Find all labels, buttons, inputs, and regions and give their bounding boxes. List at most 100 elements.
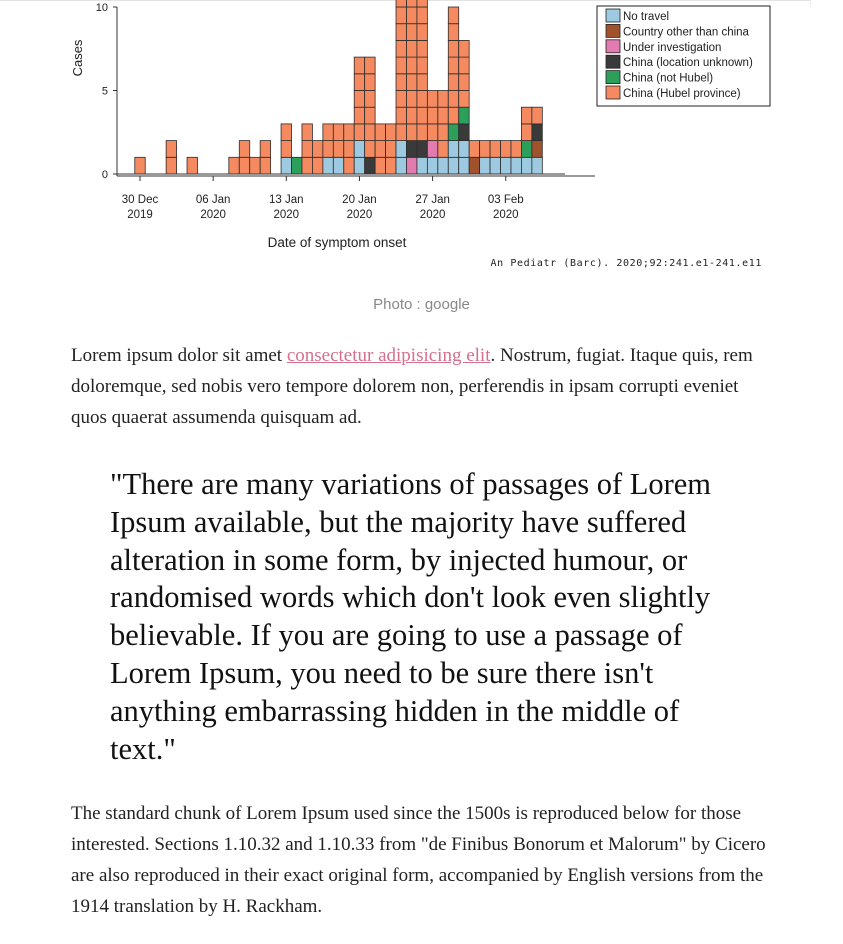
scrollbar-stub[interactable] bbox=[810, 0, 843, 7]
bar-segment bbox=[238, 156, 251, 175]
bar-segment bbox=[406, 0, 418, 8]
bar-segment bbox=[416, 140, 428, 158]
bar-segment bbox=[468, 156, 481, 175]
bar-segment bbox=[385, 140, 397, 158]
bar-segment bbox=[458, 40, 470, 58]
bar-segment bbox=[447, 40, 460, 58]
intro-paragraph: Lorem ipsum dolor sit amet consectetur a… bbox=[71, 340, 776, 433]
bar-segment bbox=[280, 140, 292, 158]
bar-segment bbox=[395, 123, 407, 142]
bar-segment bbox=[521, 123, 533, 142]
bar-segment bbox=[406, 106, 418, 125]
ticks-layer: 0 5 10 30 Dec 2019 06 Jan 2020 13 Jan 2020 20 Jan… bbox=[96, 2, 524, 221]
bar-segment bbox=[416, 0, 428, 8]
bar-segment bbox=[343, 156, 355, 175]
bar-segment bbox=[416, 6, 428, 25]
bar-segment bbox=[395, 156, 407, 175]
bar-segment bbox=[280, 123, 292, 142]
bar-segment bbox=[447, 140, 460, 158]
legend-label: China (Hubel province) bbox=[623, 88, 741, 100]
bar-segment bbox=[374, 123, 386, 142]
bar-segment bbox=[332, 140, 345, 158]
bar-segment bbox=[521, 156, 533, 175]
bar-segment bbox=[531, 123, 543, 142]
bar-segment bbox=[332, 156, 345, 175]
bar-segment bbox=[406, 156, 418, 175]
bar-segment bbox=[468, 140, 481, 158]
bar-segment bbox=[437, 90, 449, 108]
bar-segment bbox=[238, 140, 251, 158]
intro-link[interactable]: consectetur adipisicing elit bbox=[286, 345, 491, 366]
bar-segment bbox=[521, 140, 533, 158]
bar-segment bbox=[353, 90, 366, 108]
bar-segment bbox=[374, 140, 386, 158]
bar-segment bbox=[406, 40, 418, 58]
bar-segment bbox=[458, 56, 470, 75]
bar-segment bbox=[458, 123, 470, 142]
bar-segment bbox=[500, 156, 512, 175]
bar-segment bbox=[458, 156, 470, 175]
legend-swatch bbox=[605, 23, 621, 38]
bar-segment bbox=[447, 106, 460, 125]
bars-layer bbox=[134, 0, 543, 175]
bar-segment bbox=[134, 156, 146, 175]
y-tick-label: 5 bbox=[102, 86, 108, 98]
bar-segment bbox=[416, 23, 428, 41]
bar-segment bbox=[364, 123, 376, 142]
bar-segment bbox=[510, 156, 522, 175]
bar-segment bbox=[447, 6, 460, 25]
bar-segment bbox=[395, 6, 407, 25]
bar-segment bbox=[343, 140, 355, 158]
bar-segment bbox=[447, 73, 460, 91]
bar-segment bbox=[406, 6, 418, 25]
bar-segment bbox=[186, 156, 198, 175]
bar-segment bbox=[416, 90, 428, 108]
bar-segment bbox=[364, 156, 376, 175]
bar-segment bbox=[301, 140, 313, 158]
bar-segment bbox=[280, 156, 292, 175]
bar-segment bbox=[489, 156, 501, 175]
bar-segment bbox=[395, 90, 407, 108]
legend-swatch bbox=[605, 85, 621, 100]
bar-segment bbox=[531, 140, 543, 158]
bar-segment bbox=[322, 140, 334, 158]
bar-segment bbox=[259, 156, 272, 175]
bar-segment bbox=[479, 140, 491, 158]
bar-segment bbox=[395, 40, 407, 58]
bar-segment bbox=[364, 56, 376, 75]
bar-segment bbox=[426, 90, 439, 108]
bar-segment bbox=[416, 156, 428, 175]
bar-segment bbox=[447, 123, 460, 142]
bar-segment bbox=[364, 106, 376, 125]
x-tick-label: 27 Jan 2020 bbox=[415, 194, 450, 221]
bar-segment bbox=[165, 140, 177, 158]
bar-segment bbox=[259, 140, 272, 158]
bar-segment bbox=[531, 156, 543, 175]
bar-segment bbox=[301, 156, 313, 175]
bar-segment bbox=[447, 56, 460, 75]
bar-segment bbox=[406, 140, 418, 158]
bar-segment bbox=[395, 56, 407, 75]
bar-segment bbox=[395, 106, 407, 125]
bar-segment bbox=[437, 140, 449, 158]
bar-segment bbox=[437, 106, 449, 125]
x-tick-label: 06 Jan 2020 bbox=[196, 194, 231, 221]
legend-label: No travel bbox=[623, 11, 669, 23]
bar-segment bbox=[343, 123, 355, 142]
bar-segment bbox=[301, 123, 313, 142]
bar-segment bbox=[312, 140, 324, 158]
x-tick-label: 30 Dec 2019 bbox=[122, 194, 159, 221]
epidemic-curve-chart: 0 5 10 30 Dec 2019 06 Jan 2020 13 Jan 2020 20 Jan… bbox=[70, 0, 771, 269]
y-tick-label: 10 bbox=[96, 2, 108, 14]
bar-segment bbox=[479, 156, 491, 175]
bar-segment bbox=[395, 0, 407, 8]
bar-segment bbox=[406, 73, 418, 91]
bar-segment bbox=[406, 123, 418, 142]
bar-segment bbox=[364, 90, 376, 108]
intro-text-start: Lorem ipsum dolor sit amet bbox=[71, 345, 287, 366]
legend-label: Country other than china bbox=[623, 26, 750, 38]
bar-segment bbox=[489, 140, 501, 158]
legend: No travel Country other than china Under i… bbox=[596, 5, 771, 107]
bar-segment bbox=[312, 156, 324, 175]
bar-segment bbox=[447, 156, 460, 175]
